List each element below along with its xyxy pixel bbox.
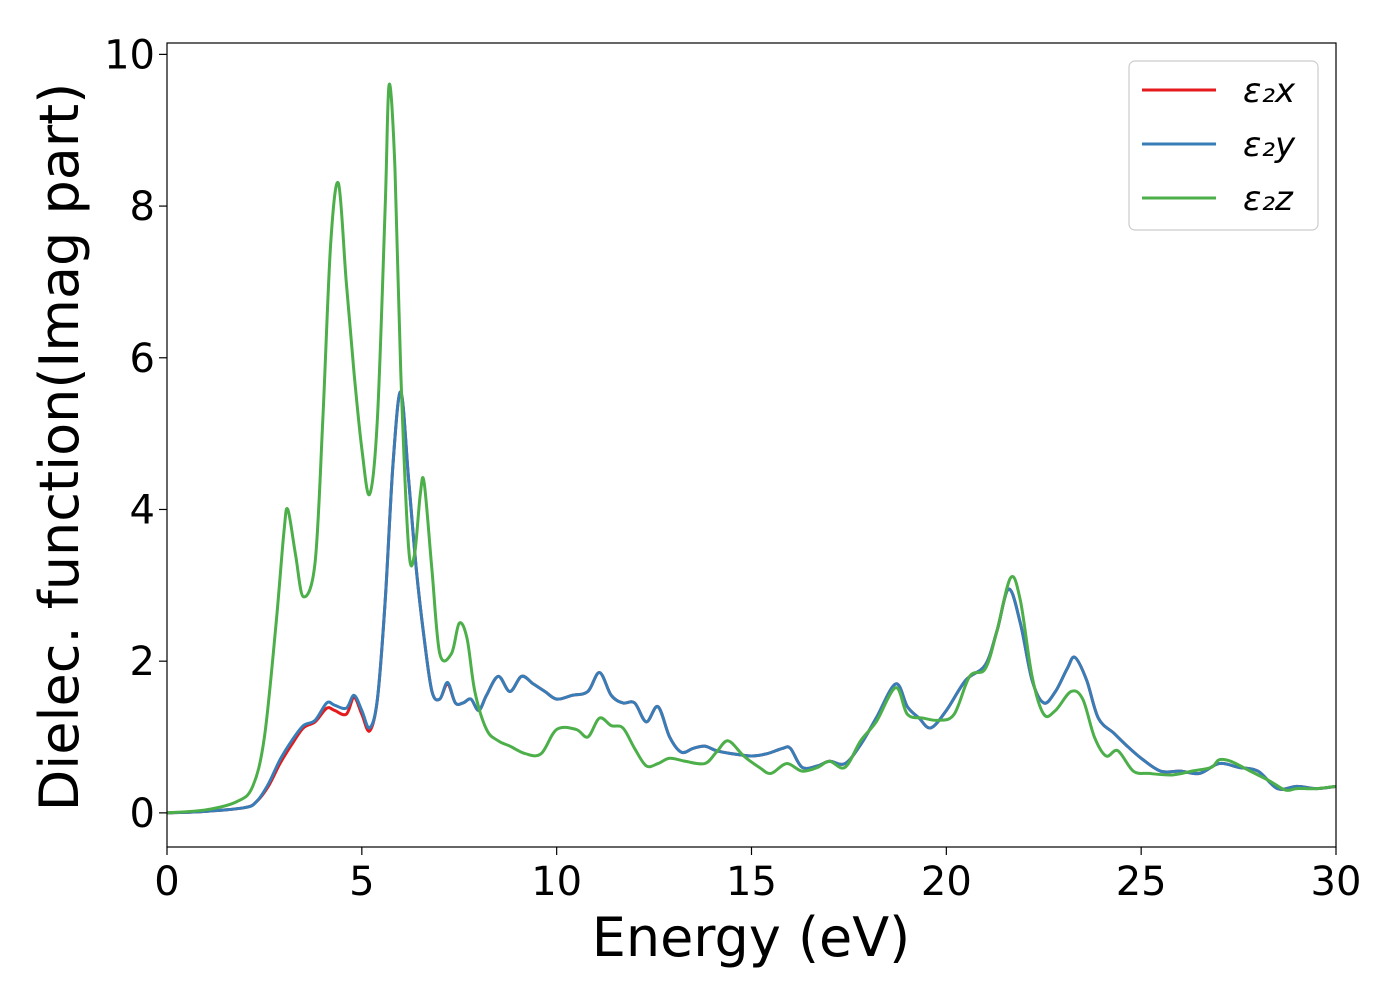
legend: ε₂x ε₂y ε₂z [1128, 60, 1319, 231]
legend-label-2: ε₂y [1243, 125, 1296, 165]
y-tick-label: 8 [130, 184, 155, 230]
y-tick-label: 2 [130, 639, 155, 685]
x-tick-label: 10 [531, 859, 582, 905]
y-tick-label: 4 [130, 487, 155, 533]
series-line-2 [167, 390, 1336, 815]
legend-items: ε₂x ε₂y ε₂z [1142, 71, 1296, 219]
x-axis-ticks: 0 5 10 15 20 25 30 [154, 847, 1361, 905]
legend-frame [1128, 60, 1319, 231]
y-axis-ticks: 0 2 4 6 8 10 [104, 32, 167, 837]
series-lines [167, 82, 1336, 815]
legend-label-3: ε₂z [1243, 179, 1294, 219]
legend-label-1: ε₂x [1243, 71, 1296, 111]
x-tick-label: 15 [726, 859, 777, 905]
y-tick-label: 10 [104, 32, 155, 78]
y-tick-label: 6 [130, 336, 155, 382]
x-tick-label: 25 [1116, 859, 1167, 905]
y-axis-title: Dielec. function(Imag part) [28, 83, 91, 812]
series-line-3 [167, 82, 1336, 815]
x-axis-title: Energy (eV) [592, 906, 911, 969]
x-tick-label: 20 [921, 859, 972, 905]
x-tick-label: 30 [1311, 859, 1362, 905]
x-tick-label: 5 [349, 859, 374, 905]
x-tick-label: 0 [154, 859, 179, 905]
y-tick-label: 0 [130, 791, 155, 837]
